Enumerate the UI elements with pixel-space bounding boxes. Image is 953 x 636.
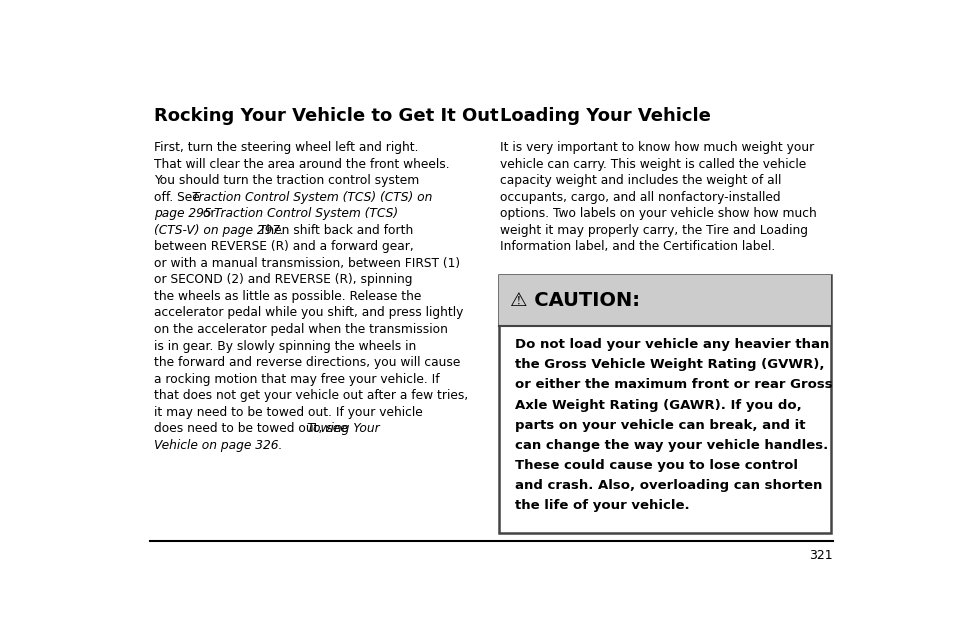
Text: page 295: page 295 [153,207,212,220]
Text: off. See: off. See [153,191,203,204]
Text: These could cause you to lose control: These could cause you to lose control [515,459,797,472]
Text: accelerator pedal while you shift, and press lightly: accelerator pedal while you shift, and p… [153,307,463,319]
Text: Do not load your vehicle any heavier than: Do not load your vehicle any heavier tha… [515,338,828,351]
Text: parts on your vehicle can break, and it: parts on your vehicle can break, and it [515,418,804,432]
Text: 321: 321 [808,550,832,562]
Text: or with a manual transmission, between FIRST (1): or with a manual transmission, between F… [153,257,459,270]
Text: First, turn the steering wheel left and right.: First, turn the steering wheel left and … [153,141,418,154]
Text: options. Two labels on your vehicle show how much: options. Two labels on your vehicle show… [499,207,816,220]
Text: a rocking motion that may free your vehicle. If: a rocking motion that may free your vehi… [153,373,439,385]
Text: capacity weight and includes the weight of all: capacity weight and includes the weight … [499,174,781,187]
Text: (CTS-V) on page 297.: (CTS-V) on page 297. [153,224,284,237]
Text: Traction Control System (TCS) (CTS) on: Traction Control System (TCS) (CTS) on [193,191,433,204]
Text: Information label, and the Certification label.: Information label, and the Certification… [499,240,775,253]
Text: or either the maximum front or rear Gross: or either the maximum front or rear Gros… [515,378,832,392]
Text: vehicle can carry. This weight is called the vehicle: vehicle can carry. This weight is called… [499,158,805,170]
Text: weight it may properly carry, the Tire and Loading: weight it may properly carry, the Tire a… [499,224,807,237]
Text: You should turn the traction control system: You should turn the traction control sys… [153,174,418,187]
Text: or: or [198,207,219,220]
Text: it may need to be towed out. If your vehicle: it may need to be towed out. If your veh… [153,406,422,418]
Text: or SECOND (2) and REVERSE (R), spinning: or SECOND (2) and REVERSE (R), spinning [153,273,412,286]
Text: Then shift back and forth: Then shift back and forth [254,224,413,237]
Text: Traction Control System (TCS): Traction Control System (TCS) [214,207,398,220]
Bar [498,275,830,326]
Text: on the accelerator pedal when the transmission: on the accelerator pedal when the transm… [153,323,447,336]
Text: occupants, cargo, and all nonfactory-installed: occupants, cargo, and all nonfactory-ins… [499,191,780,204]
Text: Towing Your: Towing Your [307,422,379,436]
Bar [498,275,830,533]
Text: That will clear the area around the front wheels.: That will clear the area around the fron… [153,158,449,170]
Text: Rocking Your Vehicle to Get It Out: Rocking Your Vehicle to Get It Out [153,107,498,125]
Text: Vehicle on page 326.: Vehicle on page 326. [153,439,282,452]
Text: It is very important to know how much weight your: It is very important to know how much we… [499,141,814,154]
Text: the Gross Vehicle Weight Rating (GVWR),: the Gross Vehicle Weight Rating (GVWR), [515,359,823,371]
Text: that does not get your vehicle out after a few tries,: that does not get your vehicle out after… [153,389,468,402]
Text: and crash. Also, overloading can shorten: and crash. Also, overloading can shorten [515,479,821,492]
Text: can change the way your vehicle handles.: can change the way your vehicle handles. [515,439,827,452]
Text: the forward and reverse directions, you will cause: the forward and reverse directions, you … [153,356,460,369]
Text: the life of your vehicle.: the life of your vehicle. [515,499,689,512]
Text: does need to be towed out, see: does need to be towed out, see [153,422,352,436]
Text: Loading Your Vehicle: Loading Your Vehicle [499,107,710,125]
Text: between REVERSE (R) and a forward gear,: between REVERSE (R) and a forward gear, [153,240,414,253]
Text: is in gear. By slowly spinning the wheels in: is in gear. By slowly spinning the wheel… [153,340,416,352]
Text: Axle Weight Rating (GAWR). If you do,: Axle Weight Rating (GAWR). If you do, [515,399,801,411]
Text: ⚠ CAUTION:: ⚠ CAUTION: [509,291,639,310]
Text: the wheels as little as possible. Release the: the wheels as little as possible. Releas… [153,290,421,303]
